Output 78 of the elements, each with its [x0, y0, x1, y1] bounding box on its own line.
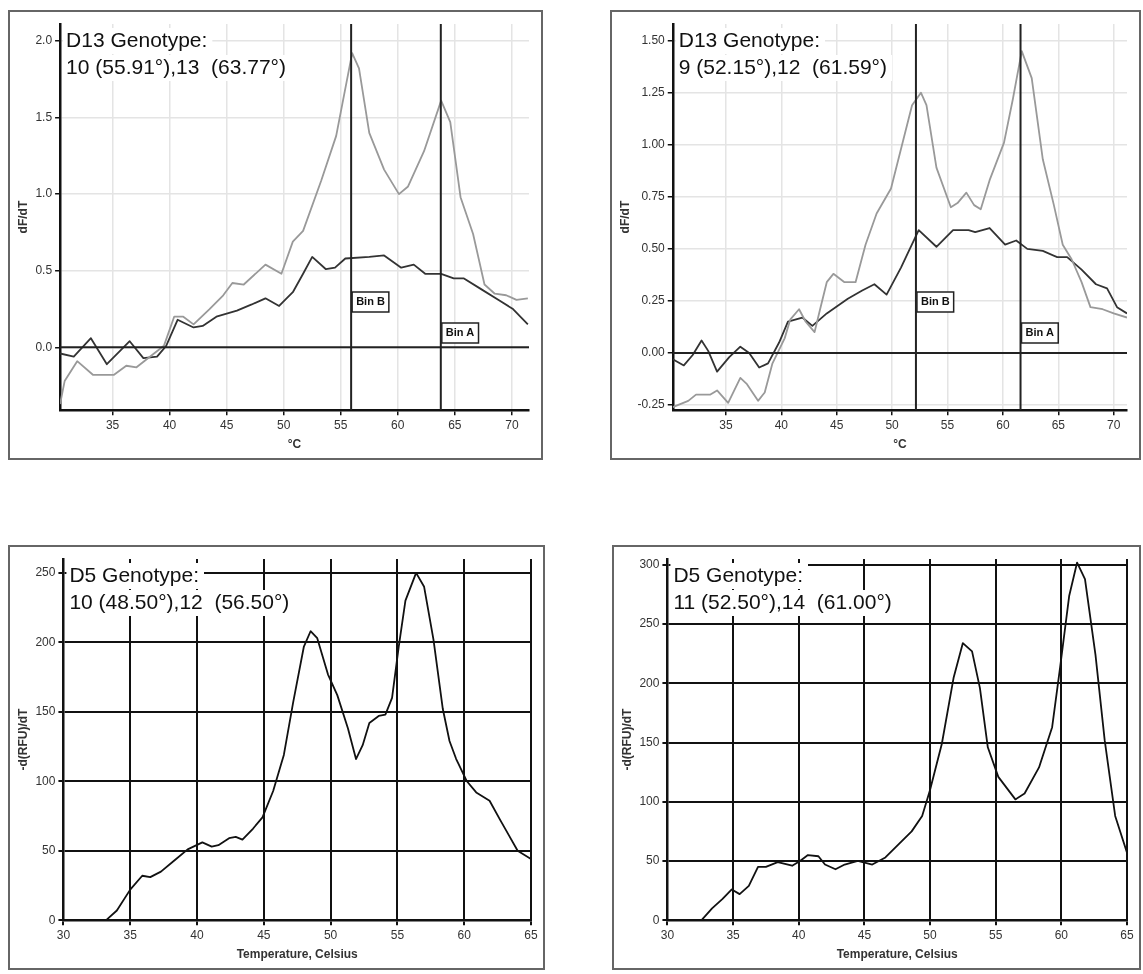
y-tick-label: 0.00 [641, 345, 666, 360]
x-tick-label: 30 [660, 927, 675, 942]
y-tick-label: 1.25 [641, 85, 666, 100]
y-tick-label: 150 [639, 734, 660, 749]
x-tick-label: 50 [923, 927, 938, 942]
x-tick-label: 70 [505, 417, 519, 432]
x-tick-label: 40 [162, 417, 177, 432]
x-tick-label: 40 [190, 927, 205, 942]
ref-line-label: Bin B [356, 295, 385, 308]
x-tick-label: 35 [719, 417, 733, 432]
y-tick-label: 0 [48, 912, 56, 927]
x-axis-title: Temperature, Celsius [236, 947, 359, 962]
y-axis-title: -d(RFU)/dT [619, 707, 634, 771]
x-tick-label: 60 [1054, 927, 1069, 942]
x-tick-label: 65 [1051, 417, 1066, 432]
x-axis-title: °C [287, 437, 302, 452]
y-tick-label: 0.75 [641, 189, 666, 204]
x-tick-label: 60 [996, 417, 1010, 432]
x-tick-label: 40 [792, 927, 806, 942]
annotation: 9 (52.15°),12 (61.59°) [678, 55, 887, 79]
y-tick-label: 0 [652, 912, 660, 927]
y-tick-label: 1.50 [641, 32, 666, 47]
y-tick-label: 2.0 [35, 33, 53, 48]
annotation: 11 (52.50°),14 (61.00°) [673, 590, 892, 614]
x-tick-label: 35 [123, 927, 138, 942]
x-tick-label: 50 [277, 417, 291, 432]
x-tick-label: 40 [774, 417, 789, 432]
ref-line-label: Bin B [920, 295, 950, 308]
x-tick-label: 45 [830, 417, 844, 432]
annotation: 10 (48.50°),12 (56.50°) [69, 590, 290, 614]
annotation: D5 Genotype: [69, 563, 200, 587]
x-tick-label: 55 [940, 417, 955, 432]
y-tick-label: 0.5 [35, 263, 53, 278]
annotation: D13 Genotype: [66, 28, 208, 52]
x-tick-label: 45 [219, 417, 234, 432]
y-axis-title: dF/dT [617, 200, 632, 234]
x-tick-label: 55 [989, 927, 1003, 942]
y-tick-label: 200 [35, 634, 56, 649]
y-tick-label: 300 [639, 557, 660, 572]
y-tick-label: 50 [646, 853, 660, 868]
y-tick-label: 0.0 [35, 339, 53, 354]
x-axis-title: Temperature, Celsius [836, 947, 959, 962]
y-tick-label: 0.50 [641, 241, 666, 256]
y-tick-label: 1.0 [35, 186, 53, 201]
x-tick-label: 50 [323, 927, 338, 942]
y-tick-label: 100 [639, 794, 660, 809]
x-tick-label: 50 [885, 417, 900, 432]
x-tick-label: 60 [391, 417, 405, 432]
y-tick-label: -0.25 [637, 397, 666, 412]
y-tick-label: 250 [639, 616, 660, 631]
y-tick-label: 1.5 [35, 109, 53, 124]
x-tick-label: 45 [257, 927, 271, 942]
x-tick-label: 65 [524, 927, 538, 942]
x-tick-label: 55 [334, 417, 348, 432]
x-axis-title: °C [893, 437, 907, 452]
x-tick-label: 70 [1107, 417, 1121, 432]
x-tick-label: 65 [448, 417, 462, 432]
y-tick-label: 150 [35, 704, 56, 719]
annotation: D5 Genotype: [673, 563, 804, 587]
y-axis-title: -d(RFU)/dT [15, 707, 30, 771]
x-tick-label: 60 [457, 927, 472, 942]
y-axis-title: dF/dT [15, 200, 30, 234]
y-tick-label: 250 [35, 565, 56, 580]
annotation: 10 (55.91°),13 (63.77°) [66, 55, 287, 79]
y-tick-label: 200 [639, 675, 660, 690]
y-tick-label: 0.25 [641, 293, 666, 308]
x-tick-label: 45 [857, 927, 872, 942]
y-tick-label: 100 [35, 773, 56, 788]
x-tick-label: 35 [105, 417, 120, 432]
annotation: D13 Genotype: [678, 28, 821, 52]
y-tick-label: 1.00 [641, 137, 666, 152]
ref-line-label: Bin A [1025, 325, 1054, 338]
y-tick-label: 50 [42, 843, 56, 858]
x-tick-label: 35 [726, 927, 741, 942]
x-tick-label: 55 [390, 927, 405, 942]
x-tick-label: 30 [56, 927, 71, 942]
ref-line-label: Bin A [445, 325, 475, 338]
x-tick-label: 65 [1120, 927, 1134, 942]
